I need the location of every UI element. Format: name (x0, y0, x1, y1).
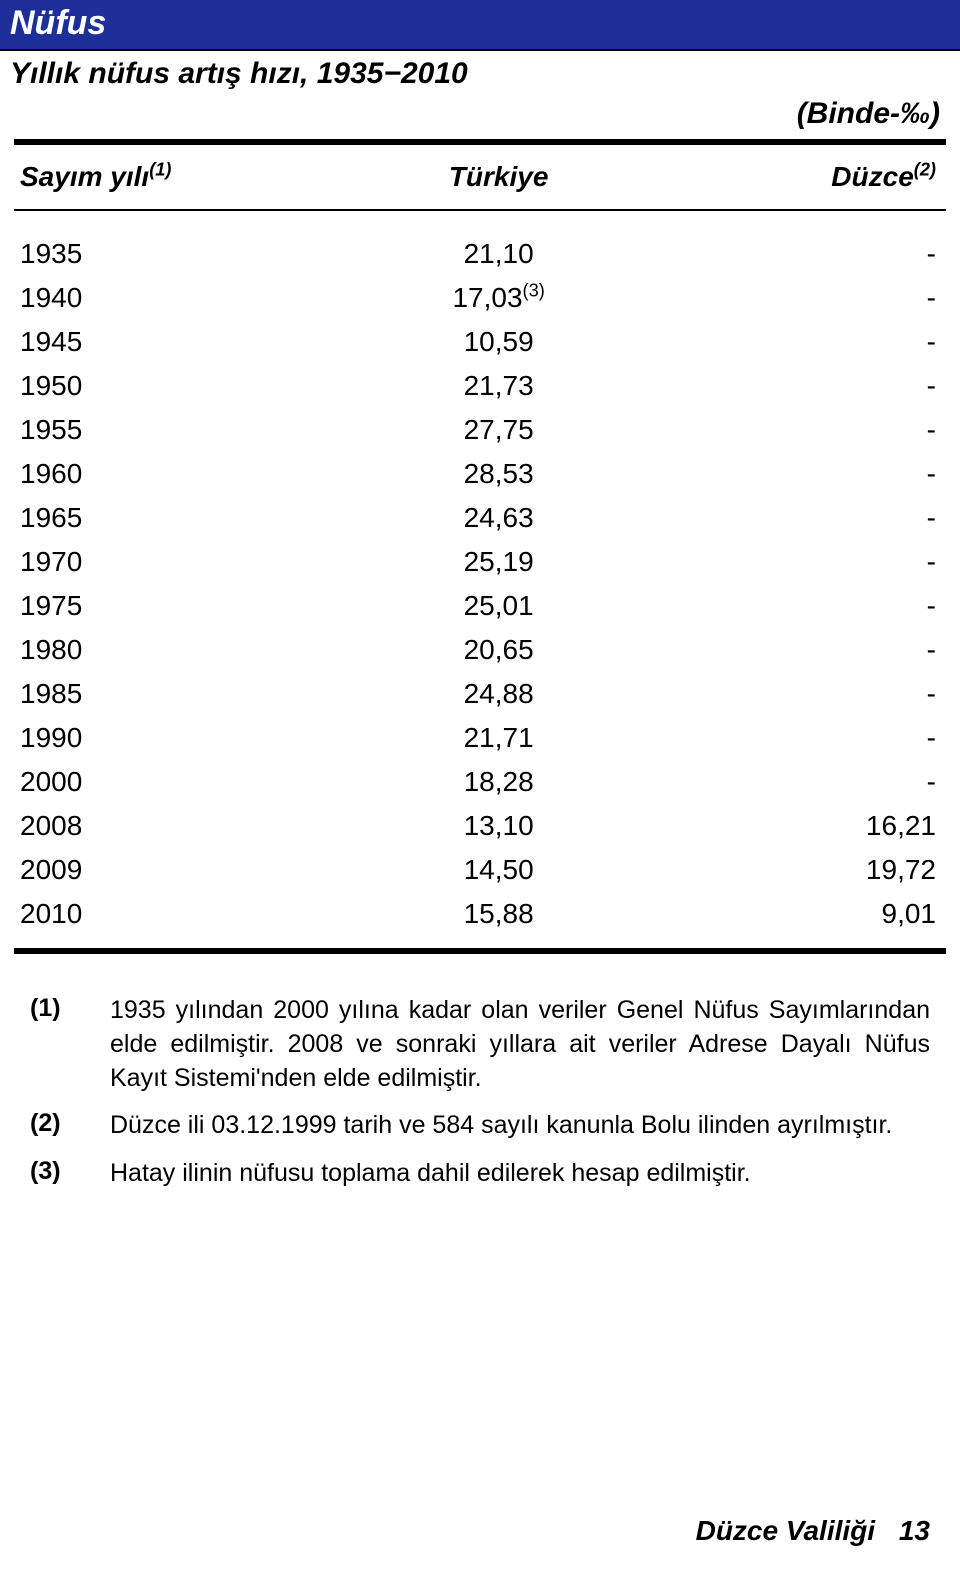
table-row: 200018,28- (14, 760, 946, 804)
cell-duzce: - (648, 276, 946, 320)
table-header-row: Sayım yılı(1) Türkiye Düzce(2) (14, 142, 946, 210)
cell-duzce: 9,01 (648, 892, 946, 951)
subtitle: Yıllık nüfus artış hızı, 1935−2010 (0, 51, 960, 97)
table-row: 200914,5019,72 (14, 848, 946, 892)
cell-turkey: 17,03(3) (350, 276, 648, 320)
table-row: 194510,59- (14, 320, 946, 364)
cell-duzce: - (648, 672, 946, 716)
header-duzce-label: Düzce (831, 161, 913, 192)
cell-turkey: 25,19 (350, 540, 648, 584)
table-row: 197525,01- (14, 584, 946, 628)
cell-duzce: - (648, 408, 946, 452)
footnote-row: (3)Hatay ilinin nüfusu toplama dahil edi… (30, 1157, 930, 1191)
footnote-row: (1)1935 yılından 2000 yılına kadar olan … (30, 994, 930, 1095)
table-row: 201015,889,01 (14, 892, 946, 951)
header-duzce-sup: (2) (914, 160, 936, 180)
cell-duzce: 19,72 (648, 848, 946, 892)
cell-year: 1980 (14, 628, 350, 672)
cell-turkey: 10,59 (350, 320, 648, 364)
cell-turkey: 20,65 (350, 628, 648, 672)
cell-year: 1970 (14, 540, 350, 584)
cell-turkey: 13,10 (350, 804, 648, 848)
table-row: 198524,88- (14, 672, 946, 716)
cell-turkey: 24,88 (350, 672, 648, 716)
table-row: 197025,19- (14, 540, 946, 584)
cell-year: 1945 (14, 320, 350, 364)
header-turkey: Türkiye (350, 142, 648, 210)
footnote-label: (2) (30, 1109, 110, 1143)
table-row: 193521,10- (14, 232, 946, 276)
cell-year: 2010 (14, 892, 350, 951)
cell-turkey: 21,73 (350, 364, 648, 408)
cell-duzce: - (648, 452, 946, 496)
cell-year: 2008 (14, 804, 350, 848)
section-title-bar: Nüfus (0, 0, 960, 51)
cell-turkey: 15,88 (350, 892, 648, 951)
footnote-label: (1) (30, 994, 110, 1095)
header-duzce: Düzce(2) (648, 142, 946, 210)
cell-duzce: - (648, 628, 946, 672)
page-footer: Düzce Valiliği 13 (696, 1515, 930, 1547)
cell-turkey: 27,75 (350, 408, 648, 452)
cell-turkey: 14,50 (350, 848, 648, 892)
cell-year: 1965 (14, 496, 350, 540)
cell-duzce: - (648, 320, 946, 364)
table-row: 195021,73- (14, 364, 946, 408)
header-year: Sayım yılı(1) (14, 142, 350, 210)
cell-duzce: - (648, 496, 946, 540)
table-row: 198020,65- (14, 628, 946, 672)
table-row: 196028,53- (14, 452, 946, 496)
cell-duzce: - (648, 232, 946, 276)
section-title-text: Nüfus (10, 4, 106, 42)
header-year-sup: (1) (149, 160, 171, 180)
cell-turkey: 24,63 (350, 496, 648, 540)
cell-year: 2000 (14, 760, 350, 804)
cell-duzce: - (648, 760, 946, 804)
footnote-text: 1935 yılından 2000 yılına kadar olan ver… (110, 994, 930, 1095)
cell-year: 1935 (14, 232, 350, 276)
cell-duzce: - (648, 540, 946, 584)
cell-year: 1985 (14, 672, 350, 716)
cell-duzce: - (648, 584, 946, 628)
growth-rate-table: Sayım yılı(1) Türkiye Düzce(2) 193521,10… (14, 139, 946, 954)
cell-year: 1940 (14, 276, 350, 320)
cell-duzce: - (648, 716, 946, 760)
cell-year: 1955 (14, 408, 350, 452)
table-row: 196524,63- (14, 496, 946, 540)
footnotes: (1)1935 yılından 2000 yılına kadar olan … (0, 954, 960, 1191)
table-row: 199021,71- (14, 716, 946, 760)
cell-turkey: 28,53 (350, 452, 648, 496)
footnote-row: (2)Düzce ili 03.12.1999 tarih ve 584 say… (30, 1109, 930, 1143)
header-year-label: Sayım yılı (20, 161, 149, 192)
cell-turkey: 21,71 (350, 716, 648, 760)
table-row: 195527,75- (14, 408, 946, 452)
cell-year: 1960 (14, 452, 350, 496)
footnote-label: (3) (30, 1157, 110, 1191)
cell-year: 1950 (14, 364, 350, 408)
footnote-text: Hatay ilinin nüfusu toplama dahil ediler… (110, 1157, 930, 1191)
cell-turkey: 25,01 (350, 584, 648, 628)
table-row: 200813,1016,21 (14, 804, 946, 848)
cell-duzce: - (648, 364, 946, 408)
unit-label: (Binde-‰) (0, 97, 960, 139)
table-row: 194017,03(3)- (14, 276, 946, 320)
cell-turkey: 21,10 (350, 232, 648, 276)
footer-page-number: 13 (899, 1515, 930, 1547)
cell-turkey: 18,28 (350, 760, 648, 804)
footnote-text: Düzce ili 03.12.1999 tarih ve 584 sayılı… (110, 1109, 930, 1143)
cell-year: 1990 (14, 716, 350, 760)
footer-source: Düzce Valiliği (696, 1515, 875, 1546)
cell-year: 2009 (14, 848, 350, 892)
cell-year: 1975 (14, 584, 350, 628)
cell-duzce: 16,21 (648, 804, 946, 848)
